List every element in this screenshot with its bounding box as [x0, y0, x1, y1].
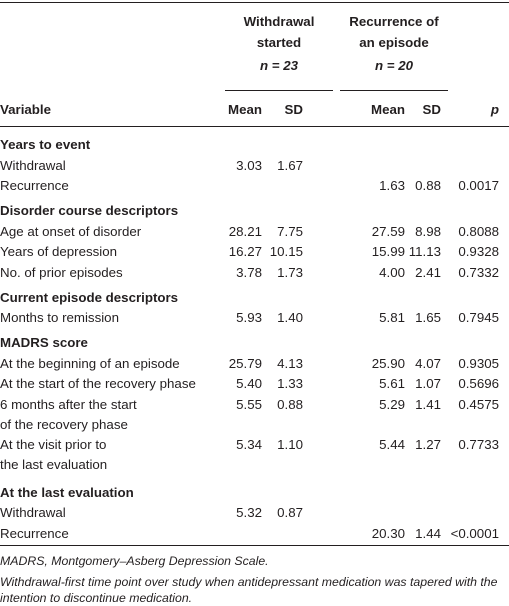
row-label: Recurrence	[0, 525, 69, 541]
column-header: Mean	[228, 102, 262, 117]
group-title: Recurrence of	[349, 14, 439, 29]
group-rule	[340, 90, 448, 91]
cell: 5.44	[379, 436, 405, 452]
cell: 1.65	[415, 310, 441, 325]
row-label: Months to remission	[0, 310, 119, 325]
cell: 25.79	[228, 355, 262, 371]
row-label: Recurrence	[0, 178, 69, 193]
cell: 1.07	[415, 376, 441, 391]
cell: 0.9328	[458, 244, 499, 259]
row-label: the last evaluation	[0, 456, 108, 472]
cell: 4.07	[415, 355, 441, 371]
row-label: 6 months after the start	[0, 396, 137, 412]
cell: 15.99	[371, 244, 405, 259]
column-header: p	[490, 102, 499, 117]
column-header: Mean	[371, 102, 405, 117]
row-label: Withdrawal	[0, 157, 66, 173]
footnote: MADRS, Montgomery–Asberg Depression Scal…	[0, 554, 269, 568]
cell: 25.90	[371, 355, 405, 371]
cell: 0.88	[277, 396, 303, 412]
cell: <0.0001	[450, 525, 499, 541]
section-title: MADRS score	[0, 335, 88, 350]
cell: 0.87	[277, 505, 303, 520]
cell: 5.93	[236, 310, 262, 325]
row-label: At the start of the recovery phase	[0, 376, 196, 391]
cell: 27.59	[371, 223, 405, 239]
section-title: Current episode descriptors	[0, 289, 179, 305]
cell: 5.32	[236, 505, 262, 520]
group-n: n = 23	[259, 58, 299, 73]
cell: 28.21	[228, 223, 262, 239]
group-n: n = 20	[374, 58, 414, 73]
cell: 11.13	[408, 244, 441, 259]
cell: 3.03	[236, 157, 262, 173]
row-label: Age at onset of disorder	[0, 223, 142, 239]
group-title: an episode	[359, 35, 429, 50]
column-header: Variable	[0, 102, 52, 117]
cell: 5.34	[236, 436, 262, 452]
cell: 5.29	[379, 396, 405, 412]
cell: 0.5696	[458, 376, 499, 391]
cell: 5.40	[236, 376, 262, 391]
section-title: Disorder course descriptors	[0, 203, 179, 218]
row-label: No. of prior episodes	[0, 264, 123, 280]
cell: 5.55	[236, 396, 262, 412]
section-title: At the last evaluation	[0, 484, 134, 500]
cell: 8.98	[415, 223, 441, 239]
group-title: started	[256, 35, 302, 50]
cell: 4.00	[379, 264, 405, 280]
bottom-rule	[0, 545, 509, 546]
top-rule	[0, 2, 509, 3]
cell: 10.15	[269, 244, 303, 259]
cell: 1.73	[277, 264, 303, 280]
row-label: At the beginning of an episode	[0, 355, 180, 371]
cell: 0.4575	[458, 396, 499, 412]
cell: 0.88	[415, 178, 441, 193]
cell: 16.27	[228, 244, 262, 259]
row-label: Withdrawal	[0, 505, 66, 520]
cell: 0.0017	[458, 178, 499, 193]
cell: 2.41	[415, 264, 441, 280]
row-label: At the visit prior to	[0, 436, 107, 452]
cell: 0.7945	[458, 310, 499, 325]
group-title: Withdrawal	[243, 14, 315, 29]
group-rule	[225, 90, 333, 91]
cell: 1.41	[415, 396, 441, 412]
cell: 1.10	[277, 436, 303, 452]
row-label: of the recovery phase	[0, 416, 128, 432]
cell: 1.33	[277, 376, 303, 391]
cell: 1.40	[277, 310, 303, 325]
cell: 4.13	[277, 355, 303, 371]
cell: 1.44	[415, 525, 441, 541]
cell: 5.61	[379, 376, 405, 391]
cell: 0.7733	[458, 436, 499, 452]
cell: 20.30	[371, 525, 405, 541]
header-rule	[0, 126, 509, 127]
cell: 1.67	[277, 157, 303, 173]
cell: 5.81	[379, 310, 405, 325]
footnote: Withdrawal-first time point over study w…	[0, 575, 498, 605]
cell: 0.9305	[458, 355, 499, 371]
row-label: Years of depression	[0, 244, 118, 259]
section-title: Years to event	[0, 137, 91, 152]
cell: 1.63	[379, 178, 405, 193]
cell: 0.8088	[458, 223, 499, 239]
cell: 7.75	[277, 223, 303, 239]
column-header: SD	[284, 102, 303, 117]
cell: 1.27	[415, 436, 441, 452]
cell: 3.78	[236, 264, 262, 280]
cell: 0.7332	[458, 264, 499, 280]
column-header: SD	[422, 102, 441, 117]
